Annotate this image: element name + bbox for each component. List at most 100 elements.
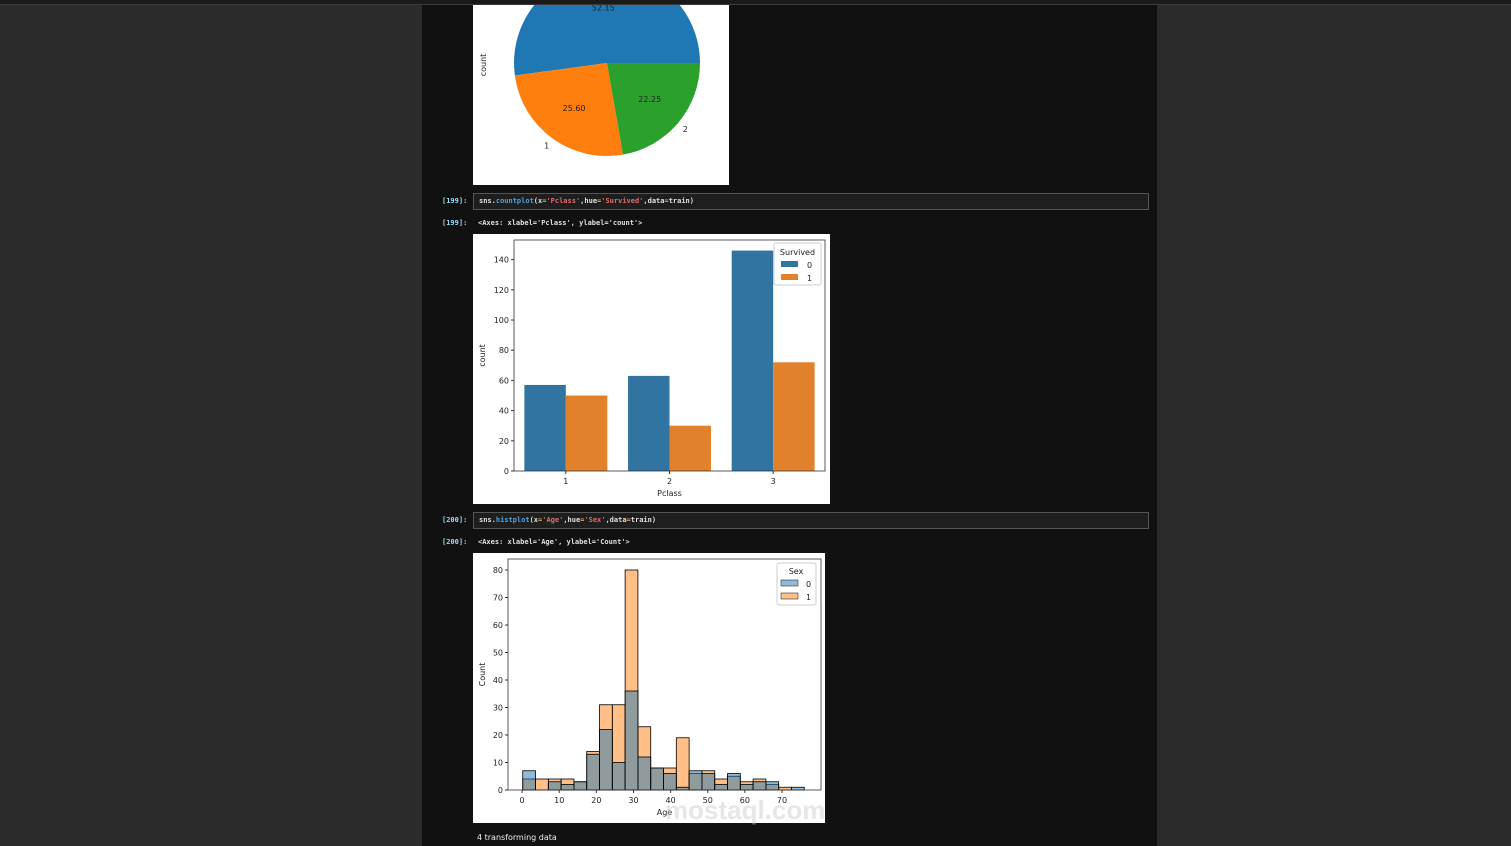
hist-bar-sex-0: [727, 773, 741, 791]
legend-label: 0: [806, 580, 811, 589]
legend-label: 0: [807, 261, 812, 270]
code-token: =: [597, 197, 602, 205]
code-token: ,hue: [563, 516, 581, 524]
hist-bar-sex-0: [739, 784, 754, 791]
legend-title: Sex: [789, 567, 804, 576]
code-token: =: [664, 197, 669, 205]
code-token: sns.: [479, 197, 496, 205]
y-tick-label: 20: [499, 437, 509, 446]
hist-bar-sex-0: [624, 690, 639, 791]
code-token: (x: [533, 197, 543, 205]
hist-bar-sex-0: [611, 762, 626, 791]
hist-bar-sex-1: [675, 737, 690, 791]
y-axis-label: count: [478, 344, 487, 367]
bar-pclass-2-survived-0: [628, 375, 670, 471]
hist-bar-sex-0: [599, 729, 613, 791]
bar-pclass-3-survived-0: [731, 250, 774, 471]
code-token: 'Pclass': [546, 197, 581, 205]
x-tick-label: 20: [591, 796, 601, 805]
hist-bar-sex-0: [701, 773, 716, 791]
pie-pct-label: 52.15: [592, 5, 615, 12]
x-tick-label: 0: [520, 796, 525, 805]
hist-bar-sex-0: [560, 784, 575, 791]
hist-bar-sex-0: [547, 781, 562, 791]
x-tick-label: 70: [777, 796, 787, 805]
hist-bar-sex-0: [714, 784, 728, 791]
bar-pclass-2-survived-1: [669, 425, 711, 471]
bar-pclass-1-survived-0: [524, 384, 566, 471]
x-tick-label: 40: [666, 796, 676, 805]
code-token: train): [668, 197, 694, 205]
legend-label: 1: [807, 274, 812, 283]
code-token: 'Survived': [601, 197, 644, 205]
code-token: 'Age': [542, 516, 564, 524]
legend-swatch: [781, 261, 798, 267]
y-tick-label: 40: [499, 407, 509, 416]
pie-slice-2: [607, 63, 700, 155]
hist-bar-sex-1: [535, 778, 549, 791]
x-tick-label: 60: [740, 796, 750, 805]
y-tick-label: 60: [493, 621, 503, 630]
histplot-chart: 0 10 20 30 40 50 60 70 80 Count Age 0 10 20 30 40 50 60 70…: [473, 553, 825, 823]
hist-bar-sex-0: [765, 781, 780, 791]
code-token: sns.: [479, 516, 496, 524]
axes-frame: [507, 558, 822, 791]
code-token: ,data: [643, 197, 665, 205]
x-tick-label: 3: [771, 477, 776, 486]
legend-swatch: [780, 579, 799, 587]
legend-swatch: [780, 592, 799, 600]
pie-slice-3: [514, 5, 700, 76]
code-token: ,hue: [580, 197, 598, 205]
cell-output-text: <Axes: xlabel='Age', ylabel='Count'>: [478, 538, 630, 546]
hist-bar-sex-0: [637, 756, 652, 791]
pie-chart: 52.15 25.60 1 22.25 2 count: [473, 5, 729, 185]
code-token: histplot: [495, 516, 530, 524]
legend-swatch: [781, 274, 798, 280]
code-cell-countplot[interactable]: sns.countplot(x='Pclass',hue='Survived',…: [473, 193, 1149, 210]
hist-bar-sex-0: [663, 773, 677, 791]
hist-bar-sex-0: [522, 770, 536, 791]
y-tick-label: 120: [494, 286, 509, 295]
pie-pct-label: 25.60: [563, 104, 586, 113]
y-tick-label: 80: [499, 346, 509, 355]
hist-bar-sex-0: [586, 753, 600, 791]
countplot-chart: 0 20 40 60 80 100 120 140 count Pclass 1 2 3 Survived…: [473, 234, 830, 504]
pie-pct-label: 22.25: [638, 95, 661, 104]
y-tick-label: 140: [494, 256, 509, 265]
output-prompt: [200]:: [442, 538, 468, 546]
y-tick-label: 0: [504, 467, 509, 476]
code-cell-histplot[interactable]: sns.histplot(x='Age',hue='Sex',data=trai…: [473, 512, 1149, 529]
x-axis-label: Pclass: [657, 489, 682, 498]
hist-bar-sex-0: [573, 781, 588, 791]
hist-bar-sex-0: [791, 786, 805, 791]
pie-slice-1: [514, 63, 623, 156]
code-token: =: [626, 516, 631, 524]
pie-category-label: 2: [683, 125, 688, 134]
y-tick-label: 50: [493, 649, 503, 658]
hist-bar-sex-0: [688, 770, 703, 791]
x-axis-label: Age: [657, 808, 673, 817]
code-token: ,data: [605, 516, 627, 524]
y-tick-label: 40: [493, 676, 503, 685]
code-token: =: [538, 516, 543, 524]
hist-bar-sex-0: [675, 786, 690, 791]
y-axis-label: Count: [478, 663, 487, 687]
bar-pclass-1-survived-1: [565, 395, 608, 471]
cell-prompt: [200]:: [442, 516, 468, 524]
hist-bar-sex-0: [650, 767, 664, 791]
legend-label: 1: [806, 593, 811, 602]
y-tick-label: 10: [493, 759, 503, 768]
output-prompt: [199]:: [442, 219, 468, 227]
y-tick-label: 80: [493, 566, 503, 575]
y-tick-label: 100: [494, 316, 509, 325]
bar-pclass-3-survived-1: [773, 362, 815, 471]
hist-bar-sex-0: [752, 781, 767, 791]
y-tick-label: 60: [499, 376, 509, 385]
window-top-bar: [0, 0, 1511, 5]
x-tick-label: 1: [563, 477, 568, 486]
x-tick-label: 30: [628, 796, 638, 805]
pie-category-label: 1: [544, 142, 549, 151]
code-token: countplot: [495, 197, 534, 205]
cell-prompt: [199]:: [442, 197, 468, 205]
y-tick-label: 70: [493, 594, 503, 603]
